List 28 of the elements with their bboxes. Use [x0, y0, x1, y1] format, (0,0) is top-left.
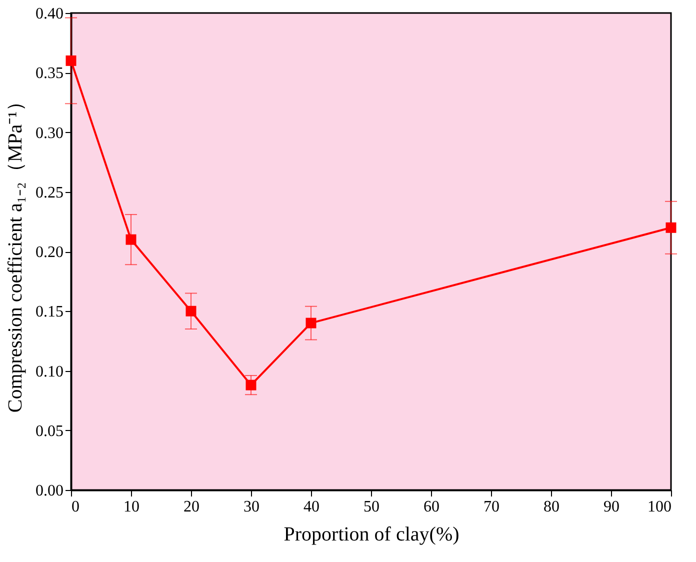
x-tick-label: 10	[124, 498, 140, 516]
y-tick-label: 0.20	[36, 244, 64, 261]
x-tick-label: 90	[604, 498, 620, 516]
y-tick-label: 0.05	[36, 422, 64, 440]
x-tick-label: 20	[184, 498, 200, 516]
y-tick-label: 0.10	[36, 363, 64, 380]
point	[126, 234, 136, 245]
point	[306, 318, 316, 328]
y-tick-label: 0.15	[36, 304, 64, 321]
x-tick-label: 100	[648, 498, 672, 516]
y-tick-label: 0.25	[36, 184, 64, 202]
y-tick-label: 0.30	[36, 124, 64, 142]
x-tick-label: 40	[304, 498, 320, 516]
y-tick-label: 0.35	[36, 65, 64, 82]
x-tick-label: 70	[484, 498, 500, 516]
point	[246, 380, 256, 390]
point	[666, 222, 676, 233]
x-tick-label: 0	[72, 498, 80, 516]
y-tick-label: 0.00	[36, 482, 64, 500]
x-tick-label: 50	[364, 498, 380, 516]
y-tick-label: 0.40	[36, 6, 64, 22]
point	[66, 55, 76, 66]
x-axis-title: Proportion of clay(%)	[284, 524, 460, 546]
x-tick-label: 60	[424, 498, 440, 516]
x-tick-label: 30	[244, 498, 260, 516]
x-tick-label: 80	[544, 498, 560, 516]
y-axis-title: Compression coefficient a₁₋₂（MPa⁻¹）	[4, 91, 26, 413]
point	[186, 306, 196, 316]
